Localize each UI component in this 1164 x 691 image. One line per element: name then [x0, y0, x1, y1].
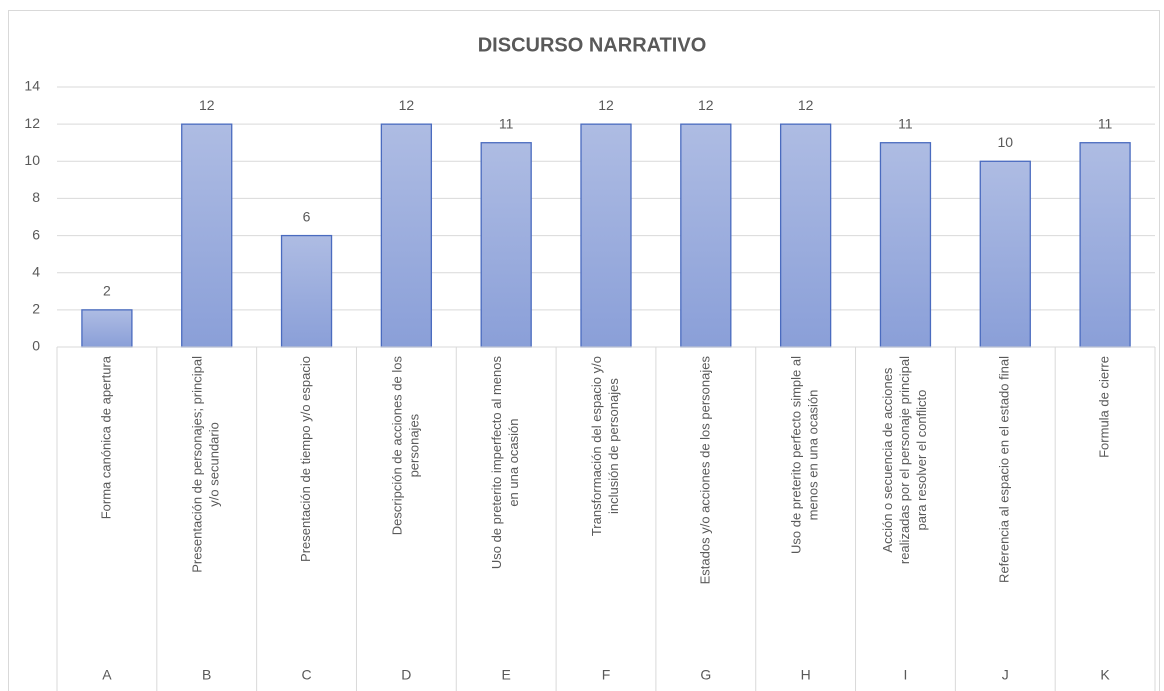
y-tick-label: 10: [24, 152, 40, 168]
category-label: Presentación de tiempo y/o espacio: [298, 356, 313, 562]
data-label: 11: [1098, 115, 1113, 131]
bar: [879, 142, 932, 348]
data-label: 12: [199, 97, 215, 113]
category-label: Formula de cierre: [1097, 356, 1112, 458]
bar: [779, 123, 832, 348]
group-label: H: [801, 667, 811, 683]
y-tick-label: 4: [32, 263, 40, 279]
group-label: K: [1100, 667, 1110, 683]
chart-title: DISCURSO NARRATIVO: [478, 34, 707, 56]
category-label: Transformación del espacio y/o: [589, 356, 604, 536]
bar: [680, 123, 732, 348]
chart-frame: [8, 10, 1160, 691]
bar: [181, 123, 233, 348]
y-tick-label: 14: [24, 78, 40, 94]
group-label: G: [700, 667, 711, 683]
data-label: 12: [798, 97, 814, 113]
y-tick-label: 2: [32, 301, 40, 317]
y-tick-label: 12: [24, 115, 40, 131]
data-label: 12: [399, 97, 415, 113]
bar: [280, 234, 333, 348]
category-label: Uso de preterito imperfecto al menos: [489, 356, 504, 570]
category-label: Forma canónica de apertura: [98, 355, 113, 519]
category-label: en una ocasión: [506, 418, 521, 506]
category-label: Uso de preterito perfecto simple al: [789, 356, 804, 554]
group-label: F: [602, 667, 611, 683]
category-label: para resolver el conflicto: [914, 390, 929, 531]
data-label: 6: [303, 208, 311, 224]
category-label: Presentación de personajes; principal: [190, 356, 205, 573]
bar: [380, 123, 433, 348]
category-label: Acción o secuencia de acciones: [880, 367, 895, 553]
y-tick-label: 0: [32, 338, 40, 354]
group-label: B: [202, 667, 211, 683]
data-label: 11: [898, 115, 913, 131]
category-label: Estados y/o acciones de los personajes: [697, 356, 712, 585]
y-tick-label: 8: [32, 189, 40, 205]
bar: [480, 142, 532, 348]
category-label: Descripción de acciones de los: [389, 356, 404, 536]
bar: [1079, 142, 1131, 348]
category-label: Referencia al espacio en el estado final: [997, 356, 1012, 583]
group-label: I: [904, 667, 908, 683]
category-label: personajes: [406, 413, 421, 477]
category-label: realizadas por el personaje principal: [897, 356, 912, 564]
y-tick-label: 6: [32, 226, 40, 242]
bar: [580, 123, 632, 348]
group-label: J: [1002, 667, 1009, 683]
category-label: inclusión de personajes: [606, 378, 621, 514]
category-label: menos en una ocasión: [806, 390, 821, 521]
group-label: C: [301, 667, 311, 683]
category-label: y/o secundario: [207, 422, 222, 507]
bar: [81, 309, 133, 348]
bar: [979, 160, 1031, 348]
group-label: E: [502, 667, 511, 683]
data-label: 2: [103, 283, 111, 299]
data-label: 12: [698, 97, 714, 113]
group-label: D: [401, 667, 411, 683]
group-label: A: [102, 667, 112, 683]
data-label: 10: [997, 134, 1013, 150]
data-label: 11: [499, 115, 514, 131]
data-label: 12: [598, 97, 614, 113]
